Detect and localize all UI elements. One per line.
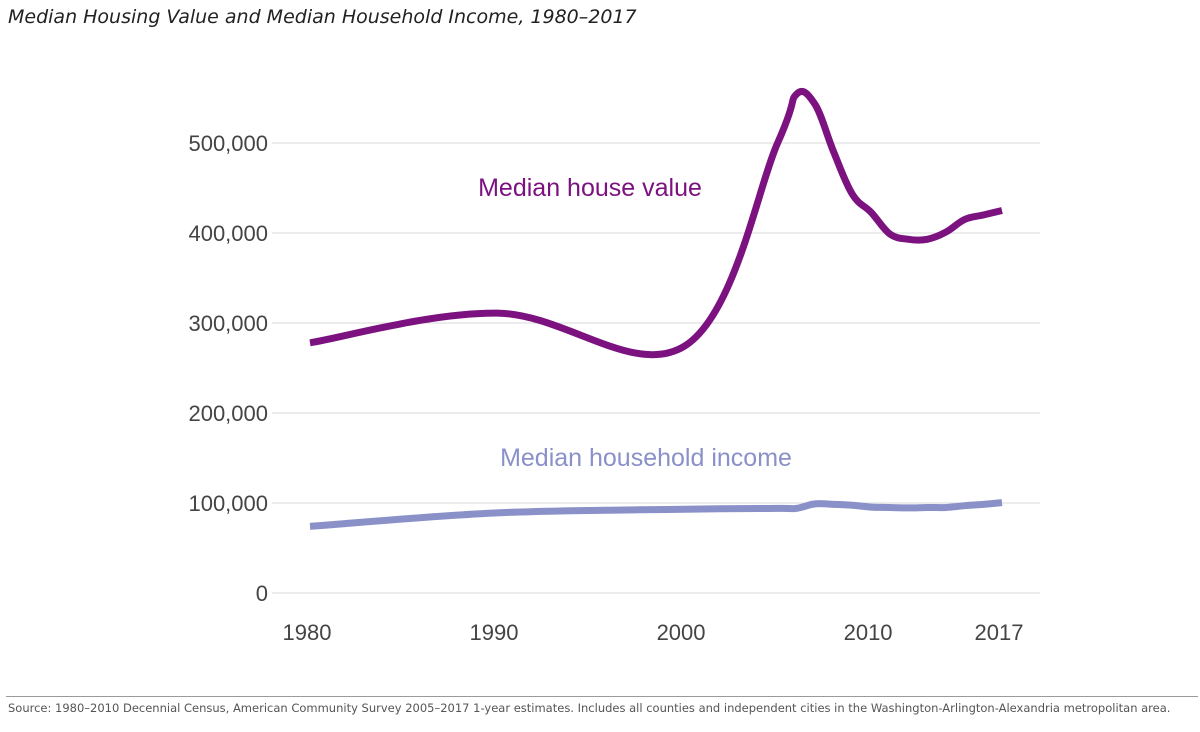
x-tick-label: 2017	[975, 620, 1024, 645]
gridlines	[272, 142, 1040, 594]
y-tick-label: 200,000	[188, 401, 268, 426]
source-note: Source: 1980–2010 Decennial Census, Amer…	[8, 701, 1171, 715]
line-chart: 0 100,000 200,000 300,000 400,000 500,000 198…	[188, 88, 1040, 645]
x-tick-label: 2000	[657, 620, 706, 645]
x-tick-label: 1980	[283, 620, 332, 645]
y-tick-label: 0	[256, 581, 268, 606]
x-tick-label: 2010	[844, 620, 893, 645]
y-tick-label: 400,000	[188, 221, 268, 246]
series-labels: Median house value Median household incom…	[478, 174, 792, 472]
household-income-line	[309, 499, 1003, 530]
house-value-line	[309, 88, 1003, 359]
house-value-label: Median house value	[478, 174, 702, 202]
y-tick-label: 500,000	[188, 131, 268, 156]
y-tick-label: 100,000	[188, 491, 268, 516]
series-lines	[309, 88, 1003, 530]
household-income-label: Median household income	[500, 444, 792, 472]
x-tick-label: 1990	[470, 620, 519, 645]
x-axis-ticks: 1980 1990 2000 2010 2017	[283, 620, 1024, 645]
y-tick-label: 300,000	[188, 311, 268, 336]
chart-title: Median Housing Value and Median Househol…	[8, 6, 637, 28]
y-axis-ticks: 0 100,000 200,000 300,000 400,000 500,000	[188, 131, 268, 606]
source-divider	[6, 696, 1198, 697]
